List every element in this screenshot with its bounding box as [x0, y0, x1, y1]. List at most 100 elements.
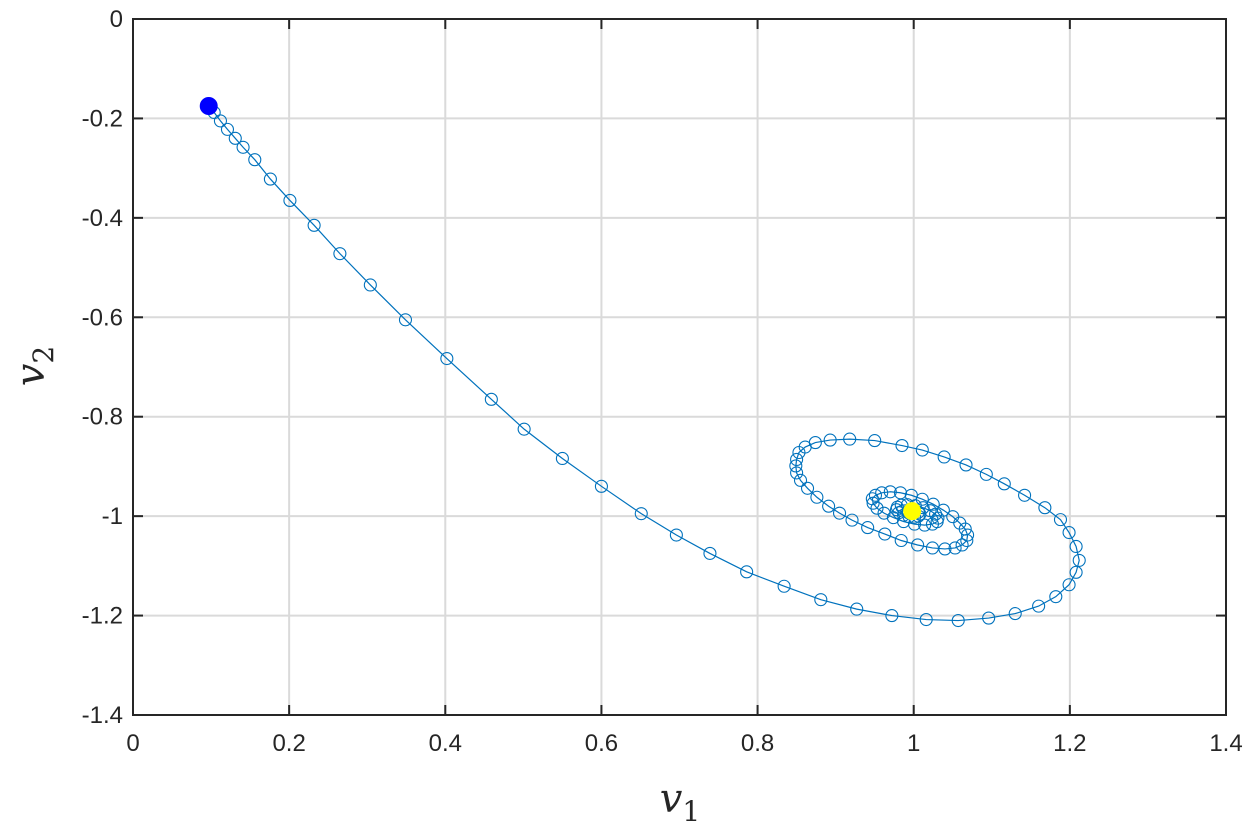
trajectory-point — [594, 479, 608, 493]
trajectory-point — [948, 541, 962, 555]
trajectory-point — [213, 114, 227, 128]
trajectory-point — [878, 527, 892, 541]
trajectory-point — [911, 538, 925, 552]
trajectory-point — [555, 451, 569, 466]
trajectory-point — [248, 153, 262, 167]
trajectory-point — [740, 565, 754, 579]
trajectory-point — [931, 511, 945, 525]
trajectory-point — [918, 518, 932, 532]
y-tick-label: -0.2 — [82, 105, 123, 132]
trajectory-point — [484, 392, 498, 406]
trajectory-point — [634, 507, 648, 521]
trajectory-point — [832, 506, 847, 520]
trajectory-point — [1018, 488, 1032, 502]
trajectory-point — [845, 513, 859, 527]
start-point-marker — [199, 97, 218, 115]
trajectory-point — [333, 247, 347, 261]
trajectory-point — [843, 432, 857, 446]
trajectory-point — [1069, 565, 1083, 579]
trajectory-point — [925, 541, 940, 555]
trajectory-point — [937, 450, 951, 464]
x-tick-label: 0.4 — [429, 730, 462, 757]
y-tick-label: -0.8 — [82, 404, 123, 431]
y-tick-label: -1.4 — [82, 702, 123, 729]
trajectory-point — [1062, 525, 1076, 540]
trajectory-point — [1032, 599, 1046, 613]
axes-box — [132, 18, 1227, 716]
trajectory-point — [1072, 553, 1086, 567]
trajectory-point — [875, 486, 889, 500]
x-axis-label-base: v — [660, 776, 683, 822]
trajectory-point — [363, 278, 377, 292]
trajectory-point — [800, 481, 815, 495]
trajectory-point — [919, 612, 933, 627]
trajectory-point — [997, 477, 1011, 491]
trajectory-point — [894, 533, 908, 548]
grid — [132, 18, 1227, 716]
x-tick-label: 1.4 — [1209, 730, 1242, 757]
axes-frame — [132, 18, 1227, 716]
trajectory-point — [283, 193, 297, 208]
trajectory-point — [1069, 539, 1083, 554]
x-tick-label: 0.2 — [272, 730, 305, 757]
y-axis-label-base: v — [8, 363, 54, 386]
trajectory-point — [307, 218, 321, 232]
trajectory-point — [440, 351, 454, 366]
trajectory-point — [220, 122, 235, 136]
axis-ticks: 0 0.2 0.4 0.6 0.8 1 1.2 1.4 0 -0.2 -0.4 -0.6 -0.8 -1 -… — [82, 6, 1243, 757]
trajectory-point — [959, 458, 973, 472]
trajectory-point — [1053, 513, 1068, 527]
trajectory-point — [1049, 590, 1063, 604]
trajectory-point — [777, 579, 791, 593]
trajectory-point — [228, 131, 242, 145]
trajectory-point — [861, 521, 875, 535]
trajectory-point — [915, 443, 929, 457]
trajectory-point — [866, 496, 880, 510]
trajectory-point — [792, 445, 806, 460]
y-axis-label-group: v2 — [8, 346, 60, 386]
trajectory-point — [263, 172, 277, 186]
y-tick-label: 0 — [110, 6, 123, 33]
trajectory-point — [938, 542, 952, 556]
trajectory-point — [868, 488, 883, 502]
trajectory-point — [870, 501, 884, 515]
trajectory-line — [208, 105, 1080, 622]
trajectory-point — [885, 609, 899, 623]
trajectory-point — [955, 538, 969, 552]
trajectory-point — [979, 467, 993, 481]
y-axis-label-subscript: 2 — [27, 346, 60, 364]
trajectory-point — [810, 490, 824, 504]
x-axis-label: v1 — [660, 776, 700, 828]
trajectory-point — [398, 313, 413, 327]
x-tick-label: 0 — [126, 730, 139, 757]
trajectory-point — [961, 528, 975, 542]
trajectory-point — [790, 466, 804, 480]
trajectory-point — [236, 140, 250, 154]
trajectory-point — [850, 602, 864, 616]
trajectory-point — [868, 434, 882, 448]
trajectory-point — [883, 485, 897, 499]
y-tick-label: -0.4 — [82, 205, 123, 232]
trajectory-point — [822, 499, 836, 513]
x-tick-label: 1.2 — [1053, 730, 1086, 757]
trajectory-point — [517, 422, 531, 436]
trajectory-point — [814, 593, 828, 607]
trajectory-point — [895, 438, 909, 453]
end-point-marker — [903, 502, 922, 521]
trajectory-point — [946, 510, 960, 524]
trajectory-point — [926, 497, 940, 511]
trajectory-point — [823, 433, 837, 447]
x-axis-label-subscript: 1 — [682, 795, 700, 828]
y-tick-label: -1 — [102, 503, 123, 530]
y-axis-label: v2 — [8, 346, 60, 386]
plot-area — [199, 97, 1086, 628]
y-tick-label: -1.2 — [82, 603, 123, 630]
trajectory-point — [951, 613, 965, 628]
x-tick-label: 0.8 — [741, 730, 774, 757]
trajectory-point — [1062, 578, 1076, 592]
x-tick-label: 0.6 — [585, 730, 618, 757]
trajectory-point — [1038, 501, 1052, 515]
x-tick-label: 1 — [907, 730, 920, 757]
